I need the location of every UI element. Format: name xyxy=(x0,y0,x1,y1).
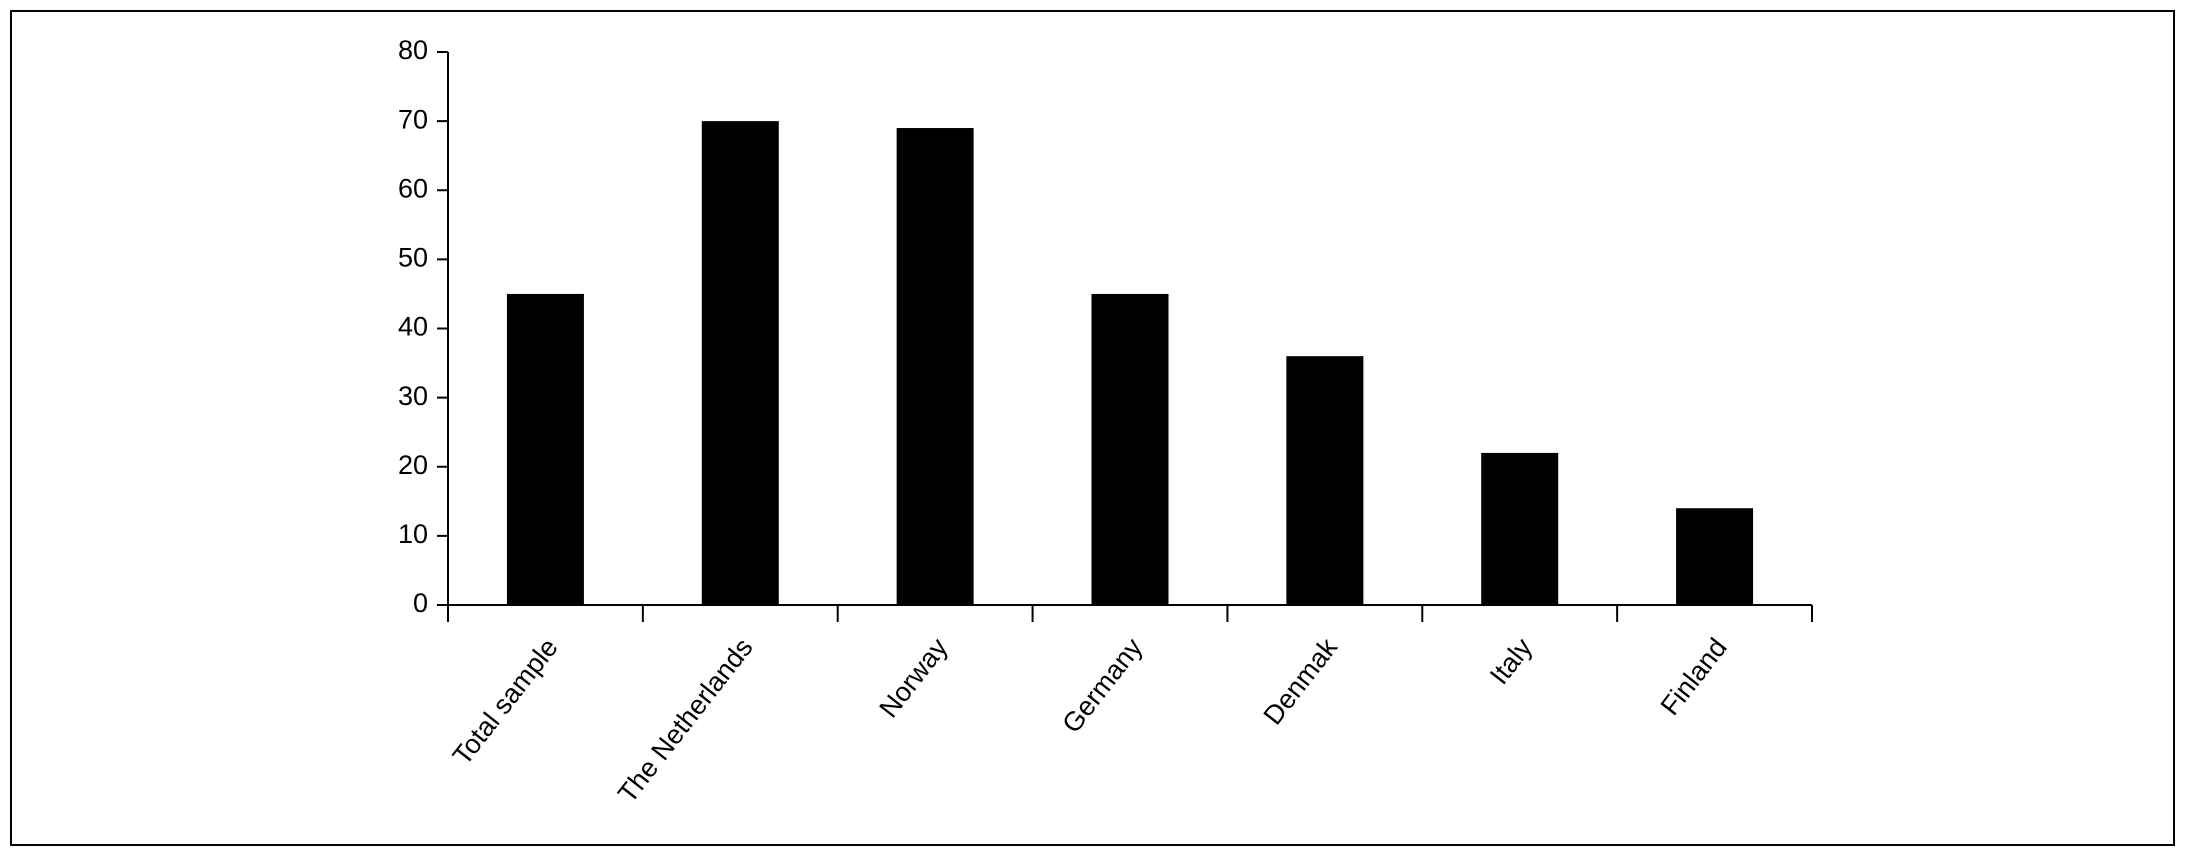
y-tick-label: 10 xyxy=(398,519,428,549)
bar xyxy=(1286,356,1364,605)
y-tick-label: 40 xyxy=(398,312,428,342)
bar xyxy=(896,128,974,605)
y-tick-label: 60 xyxy=(398,173,428,203)
y-tick-label: 20 xyxy=(398,450,428,480)
bar xyxy=(506,293,584,605)
bar xyxy=(1091,293,1169,605)
y-tick-label: 50 xyxy=(398,243,428,273)
bar xyxy=(1481,452,1559,605)
bar xyxy=(701,121,779,605)
y-tick-label: 70 xyxy=(398,104,428,134)
y-tick-label: 80 xyxy=(398,35,428,65)
bar xyxy=(1676,508,1754,605)
y-tick-label: 30 xyxy=(398,381,428,411)
y-tick-label: 0 xyxy=(413,588,428,618)
